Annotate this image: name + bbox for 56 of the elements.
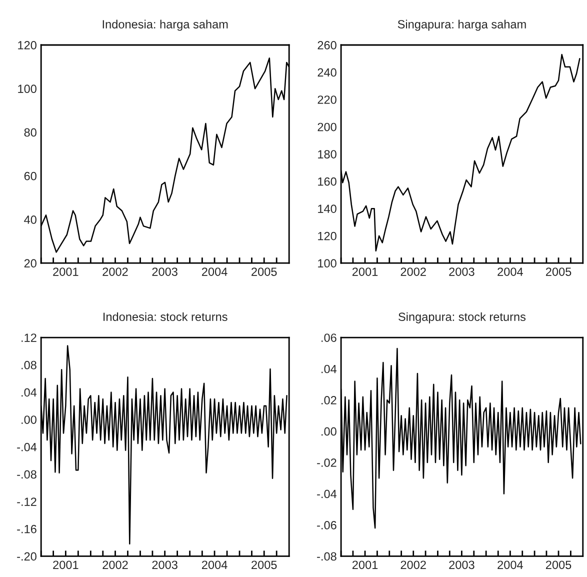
x-tick-label: 2002 bbox=[400, 560, 426, 570]
y-tick-label: .00 bbox=[322, 427, 336, 436]
y-tick-label: .02 bbox=[322, 396, 336, 404]
x-tick-label: 2005 bbox=[546, 268, 572, 276]
y-tick-label: -.08 bbox=[17, 470, 36, 479]
y-tick-label: -.04 bbox=[317, 490, 337, 498]
y-tick-label: -.04 bbox=[17, 442, 37, 452]
chart-title: Indonesia: harga saham bbox=[102, 20, 228, 31]
y-tick-label: 140 bbox=[318, 204, 336, 213]
y-tick-label: 240 bbox=[318, 68, 336, 77]
x-tick-label: 2003 bbox=[152, 560, 178, 570]
x-tick-label: 2001 bbox=[352, 560, 378, 570]
y-tick-label: -.06 bbox=[317, 521, 336, 530]
x-tick-label: 2003 bbox=[449, 560, 474, 570]
x-tick-label: 2005 bbox=[546, 560, 572, 570]
y-tick-label: 220 bbox=[318, 96, 336, 104]
x-tick-label: 2002 bbox=[102, 268, 128, 276]
y-tick-label: 160 bbox=[318, 177, 336, 186]
y-tick-label: .12 bbox=[22, 334, 36, 342]
y-tick-label: .08 bbox=[22, 360, 36, 370]
y-tick-label: 120 bbox=[318, 232, 336, 240]
y-tick-label: -.16 bbox=[17, 524, 36, 534]
x-tick-label: 2004 bbox=[202, 268, 228, 276]
y-tick-label: -.08 bbox=[317, 552, 336, 561]
chart-title: Singapura: harga saham bbox=[398, 20, 526, 31]
x-tick-label: 2004 bbox=[202, 560, 228, 570]
y-tick-label: 200 bbox=[318, 122, 336, 132]
y-tick-label: 60 bbox=[24, 172, 36, 180]
y-tick-label: 80 bbox=[24, 128, 36, 137]
chart-title: Indonesia: stock returns bbox=[104, 312, 228, 321]
x-tick-label: 2001 bbox=[53, 268, 78, 276]
x-tick-label: 2005 bbox=[252, 560, 277, 570]
x-tick-label: 2004 bbox=[498, 560, 523, 570]
x-tick-label: 2004 bbox=[498, 268, 523, 276]
y-tick-label: 100 bbox=[18, 84, 36, 94]
y-tick-label: .00 bbox=[22, 416, 36, 424]
y-tick-label: 180 bbox=[318, 150, 336, 158]
x-tick-label: 2003 bbox=[449, 268, 474, 276]
x-tick-label: 2002 bbox=[400, 268, 426, 276]
x-tick-label: 2001 bbox=[53, 560, 78, 570]
x-tick-label: 2002 bbox=[102, 560, 128, 570]
y-tick-label: .04 bbox=[22, 388, 37, 397]
x-tick-label: 2001 bbox=[352, 268, 378, 276]
x-tick-label: 2005 bbox=[252, 268, 277, 276]
y-tick-label: 40 bbox=[24, 216, 36, 224]
chart-title: Singapura: stock returns bbox=[398, 312, 526, 324]
y-tick-label: 100 bbox=[318, 259, 336, 268]
y-tick-label: -.20 bbox=[17, 552, 36, 561]
y-tick-label: -.02 bbox=[317, 458, 336, 467]
y-tick-label: -.12 bbox=[17, 498, 36, 506]
y-tick-label: 20 bbox=[24, 259, 36, 268]
y-tick-label: 260 bbox=[318, 41, 336, 50]
y-tick-label: 120 bbox=[18, 41, 36, 50]
x-tick-label: 2003 bbox=[152, 268, 178, 276]
y-tick-label: .04 bbox=[322, 364, 337, 374]
y-tick-label: .06 bbox=[322, 334, 336, 342]
